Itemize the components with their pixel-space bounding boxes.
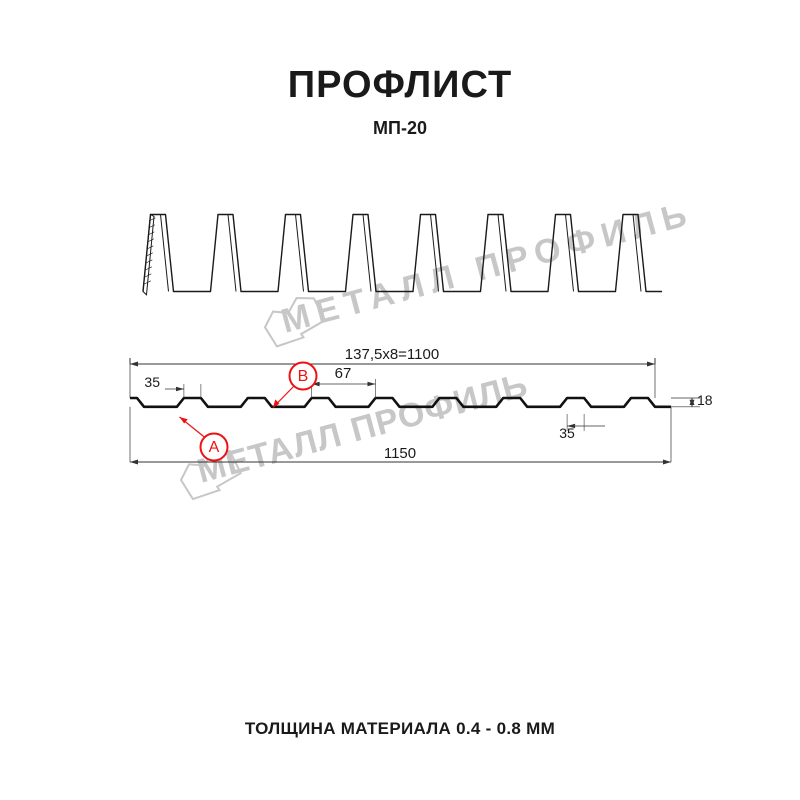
svg-text:18: 18	[697, 392, 713, 408]
svg-text:1150: 1150	[384, 445, 416, 462]
svg-text:B: B	[298, 368, 309, 385]
svg-text:A: A	[209, 439, 220, 456]
svg-text:35: 35	[559, 425, 575, 441]
svg-text:35: 35	[144, 374, 160, 390]
svg-text:137,5x8=1100: 137,5x8=1100	[345, 346, 439, 363]
svg-text:67: 67	[335, 365, 352, 382]
